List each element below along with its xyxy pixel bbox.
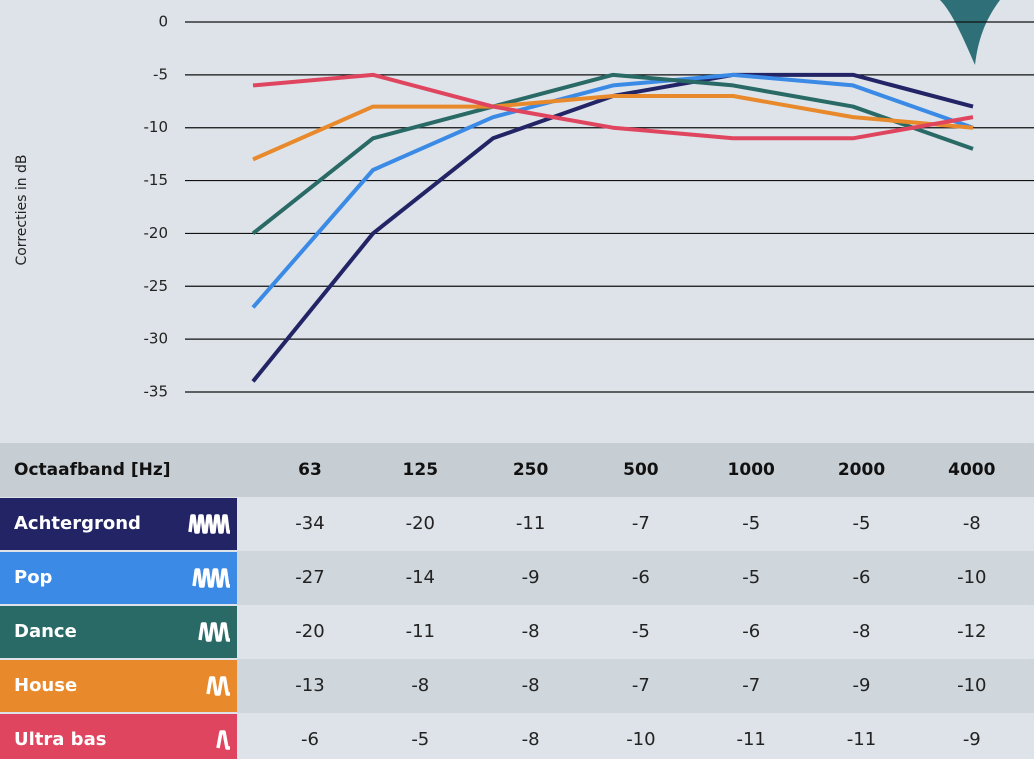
wave-icon xyxy=(198,622,230,642)
table-cell: -13 xyxy=(295,675,324,696)
table-header-cell: 125 xyxy=(403,460,439,480)
y-tick-label: -15 xyxy=(144,171,169,189)
table-cell: -8 xyxy=(853,621,871,642)
y-tick-label: 0 xyxy=(158,13,168,31)
y-tick-label: -25 xyxy=(144,277,169,295)
legend-swatch xyxy=(0,714,237,759)
table-cell: -6 xyxy=(632,567,650,588)
table-cell: -11 xyxy=(406,621,435,642)
y-axis-label: Correcties in dB xyxy=(14,154,30,265)
table-row xyxy=(237,713,1034,759)
legend-label: House xyxy=(14,675,77,696)
table-cell: -34 xyxy=(295,513,324,534)
table-cell: -20 xyxy=(295,621,324,642)
table-cell: -8 xyxy=(522,729,540,750)
table-cell: -7 xyxy=(742,675,760,696)
table-cell: -5 xyxy=(742,567,760,588)
table-cell: -10 xyxy=(957,675,986,696)
table-cell: -27 xyxy=(295,567,324,588)
wave-icon xyxy=(216,730,230,750)
table-cell: -11 xyxy=(736,729,765,750)
table-header-row xyxy=(0,443,1034,497)
table-cell: -8 xyxy=(522,621,540,642)
y-tick-label: -30 xyxy=(144,330,169,348)
series-line xyxy=(251,72,974,235)
table-cell: -8 xyxy=(522,675,540,696)
legend-label: Pop xyxy=(14,567,53,588)
y-tick-label: -10 xyxy=(144,118,169,136)
table-cell: -10 xyxy=(626,729,655,750)
table-header-cell: 500 xyxy=(623,460,659,480)
table-cell: -11 xyxy=(847,729,876,750)
table-cell: -12 xyxy=(957,621,986,642)
table-header-cell: 1000 xyxy=(728,460,775,480)
y-tick-label: -5 xyxy=(153,65,168,83)
y-tick-label: -35 xyxy=(144,383,169,401)
series-line xyxy=(251,72,974,309)
table-cell: -5 xyxy=(632,621,650,642)
table-cell: -9 xyxy=(853,675,871,696)
table-header: Octaafband [Hz] xyxy=(14,460,171,480)
table-row xyxy=(237,605,1034,659)
table-cell: -11 xyxy=(516,513,545,534)
table-header-cell: 63 xyxy=(298,460,322,480)
table-cell: -6 xyxy=(742,621,760,642)
legend-label: Achtergrond xyxy=(14,513,141,534)
wave-icon xyxy=(192,568,230,588)
table-cell: -10 xyxy=(957,567,986,588)
table-cell: -5 xyxy=(853,513,871,534)
table-cell: -7 xyxy=(632,675,650,696)
table-row xyxy=(237,659,1034,713)
legend-label: Ultra bas xyxy=(14,729,106,750)
table-cell: -8 xyxy=(411,675,429,696)
table-cell: -9 xyxy=(522,567,540,588)
legend-swatch xyxy=(0,606,237,658)
wave-icon xyxy=(206,676,230,696)
series-line xyxy=(252,72,974,141)
legend-label: Dance xyxy=(14,621,77,642)
table-cell: -5 xyxy=(742,513,760,534)
y-tick-label: -20 xyxy=(144,224,169,242)
table-cell: -7 xyxy=(632,513,650,534)
legend-swatch xyxy=(0,660,237,712)
table-cell: -5 xyxy=(411,729,429,750)
decoration xyxy=(940,0,1000,65)
table-header-cell: 4000 xyxy=(948,460,995,480)
table-cell: -20 xyxy=(406,513,435,534)
table-header-cell: 2000 xyxy=(838,460,885,480)
table-cell: -14 xyxy=(406,567,435,588)
table-cell: -9 xyxy=(963,729,981,750)
wave-icon xyxy=(188,514,230,534)
legend-swatch xyxy=(0,552,237,604)
series-line xyxy=(252,94,974,162)
table-cell: -6 xyxy=(853,567,871,588)
table-row xyxy=(237,497,1034,551)
table-row xyxy=(237,551,1034,605)
table-header-cell: 250 xyxy=(513,460,549,480)
table-cell: -6 xyxy=(301,729,319,750)
table-cell: -8 xyxy=(963,513,981,534)
